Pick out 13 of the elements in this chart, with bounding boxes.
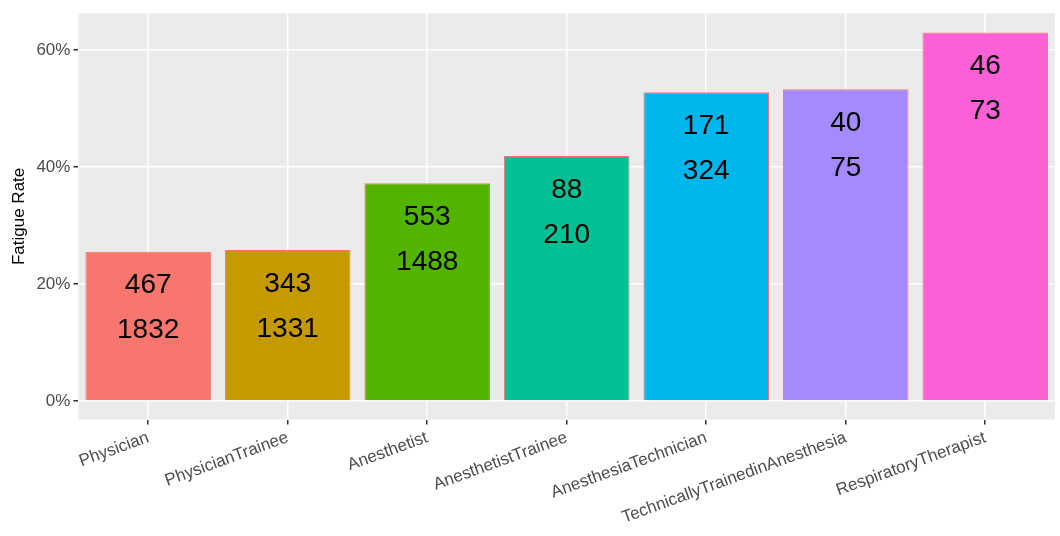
y-tick-label: 20% bbox=[36, 273, 71, 293]
y-tick-label: 0% bbox=[45, 390, 71, 410]
bar bbox=[85, 251, 211, 401]
annotation: 467 1832 bbox=[117, 268, 180, 345]
y-tick-label: 60% bbox=[36, 39, 71, 59]
annotation: 553 1488 bbox=[396, 200, 459, 277]
y-tick-label: 40% bbox=[36, 156, 71, 176]
annotation: 171 324 bbox=[682, 108, 730, 185]
y-axis-title: Fatigue Rate bbox=[8, 167, 28, 266]
annotation: 46 73 bbox=[969, 49, 1001, 126]
annotation: 40 75 bbox=[830, 105, 862, 182]
annotation: 343 1331 bbox=[256, 266, 319, 343]
annotation: 88 210 bbox=[543, 172, 591, 249]
